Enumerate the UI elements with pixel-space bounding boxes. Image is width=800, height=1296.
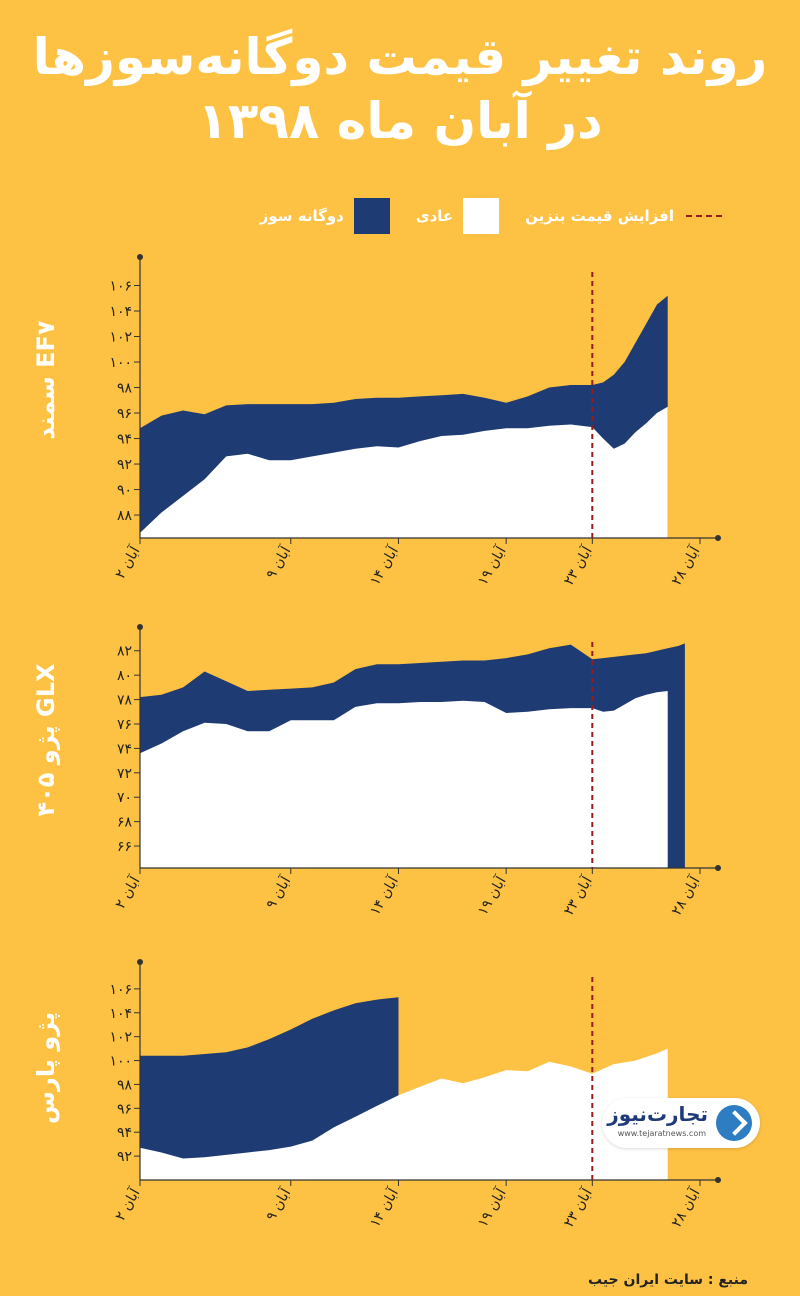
x-tick-label: ۲۳ آبان [560,873,596,919]
y-tick-label: ۷۸ [117,693,133,709]
x-tick-label: ۹ آبان [262,1185,294,1224]
legend-swatch-dual [353,198,390,234]
y-tick-label: ۹۸ [117,381,133,397]
y-tick-label: ۷۶ [117,717,132,733]
y-tick-label: ۸۲ [117,644,132,660]
legend: دوگانه سوز عادی افزایش قیمت بنزین [234,198,722,234]
legend-item-increase: افزایش قیمت بنزین [525,207,722,225]
legend-label-dual: دوگانه سوز [259,207,344,225]
logo-arrow-icon [716,1105,752,1141]
y-tick-label: ۶۶ [117,839,132,855]
x-axis-end-dot [715,1177,721,1183]
y-tick-label: ۱۰۰ [109,1054,132,1070]
legend-item-dual: دوگانه سوز [260,198,390,234]
chart-samand-ef7: ۸۸ ۹۰ ۹۲ ۹۴ ۹۶ ۹۸ ۱۰۰ ۱۰۲ ۱۰۴ ۱۰۶ ۲ آبان ۹ آبان ۱۴ آ… [32,254,721,589]
x-tick-label: ۲۸ آبان [668,543,704,589]
y-tick-label: ۹۲ [117,1149,132,1165]
legend-label-increase: افزایش قیمت بنزین [525,207,674,225]
y-tick-label: ۹۸ [117,1077,133,1093]
x-tick-label: ۱۹ آبان [474,543,510,589]
chart-car-label: پژو ۴۰۵ GLX [32,663,60,817]
x-tick-label: ۲ آبان [112,873,144,912]
y-tick-label: ۱۰۰ [109,355,132,371]
y-tick-label: ۹۲ [117,457,132,473]
x-tick-label: ۱۴ آبان [366,1185,402,1231]
y-tick-label: ۸۸ [117,508,133,524]
x-tick-label: ۲ آبان [112,1185,144,1224]
x-axis-end-dot [715,535,721,541]
legend-swatch-regular [463,198,500,234]
x-tick-label: ۹ آبان [262,543,294,582]
series-area-regular [140,406,668,538]
tejaratnews-logo: تجارت‌نیوز www.tejaratnews.com [602,1098,760,1148]
y-tick-label: ۹۶ [117,1101,132,1117]
x-tick-label: ۱۹ آبان [474,1185,510,1231]
logo-brand: تجارت‌نیوز [607,1102,708,1126]
x-tick-label: ۱۴ آبان [366,873,402,919]
legend-swatch-increase [686,215,722,217]
series-area-regular [140,691,668,868]
page-title-line1: روند تغییر قیمت دوگانه‌سوزها [32,28,768,86]
x-tick-label: ۲۳ آبان [560,1185,596,1231]
x-axis-end-dot [715,865,721,871]
x-tick-label: ۹ آبان [262,873,294,912]
chart-peugeot-405: ۶۶ ۶۸ ۷۰ ۷۲ ۷۴ ۷۶ ۷۸ ۸۰ ۸۲ ۲ آبان ۹ آبان ۱۴ آبان ۱۹ … [32,624,721,919]
chart-peugeot-pars: ۹۲ ۹۴ ۹۶ ۹۸ ۱۰۰ ۱۰۲ ۱۰۴ ۱۰۶ ۲ آبان ۹ آبان ۱۴ آبان ۱… [32,959,721,1231]
y-tick-label: ۸۰ [117,668,132,684]
y-tick-label: ۱۰۶ [109,279,132,295]
y-tick-label: ۹۴ [117,432,132,448]
legend-item-regular: عادی [415,198,500,234]
y-tick-label: ۱۰۴ [109,304,132,320]
y-tick-label: ۶۸ [117,815,133,831]
y-tick-label: ۷۲ [117,766,132,782]
legend-label-regular: عادی [415,207,454,225]
y-tick-label: ۱۰۲ [109,330,132,346]
y-tick-label: ۱۰۶ [109,982,132,998]
y-tick-label: ۱۰۴ [109,1006,132,1022]
x-tick-label: ۱۴ آبان [366,543,402,589]
series-area-regular [140,1048,668,1180]
y-axis-end-dot [137,959,143,965]
x-tick-label: ۱۹ آبان [474,873,510,919]
x-tick-label: ۲ آبان [112,543,144,582]
logo-url: www.tejaratnews.com [617,1129,706,1138]
y-tick-label: ۹۴ [117,1125,132,1141]
y-tick-label: ۷۰ [117,790,132,806]
chart-car-label: پژو پارس [32,1012,60,1124]
chart-car-label: سمند EF۷ [32,320,60,440]
x-tick-label: ۲۸ آبان [668,873,704,919]
y-tick-label: ۷۴ [117,741,132,757]
y-tick-label: ۱۰۲ [109,1030,132,1046]
source-note: منبع : سایت ایران جیب [588,1272,748,1288]
y-axis-end-dot [137,254,143,260]
y-tick-label: ۹۰ [117,483,132,499]
x-tick-label: ۲۳ آبان [560,543,596,589]
y-axis-end-dot [137,624,143,630]
page-title-line2: در آبان ماه ۱۳۹۸ [197,92,603,150]
x-tick-label: ۲۸ آبان [668,1185,704,1231]
y-tick-label: ۹۶ [117,406,132,422]
